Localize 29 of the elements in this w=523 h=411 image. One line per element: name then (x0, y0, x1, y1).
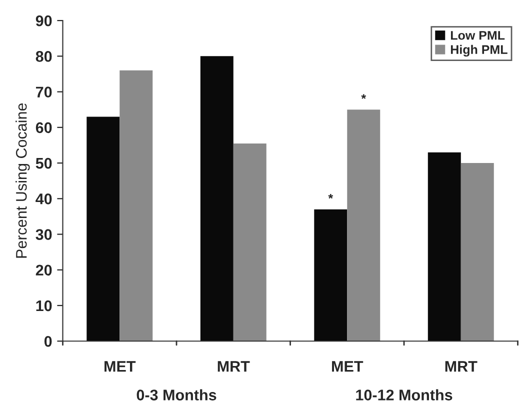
bar (200, 56, 234, 342)
y-axis-title: Percent Using Cocaine (16, 103, 30, 258)
bar (120, 70, 153, 342)
text: 10-12 Months (356, 389, 452, 400)
x-tick-label: MET (332, 361, 364, 372)
y-tick-label: 50 (36, 158, 52, 169)
x-tick-label: MET (104, 361, 136, 372)
legend-label: Low PML (450, 31, 505, 40)
bar (233, 143, 266, 342)
y-tick-label: 40 (36, 194, 52, 204)
bar (86, 116, 120, 342)
bar (314, 209, 348, 342)
x-tick-label: MRT (218, 361, 250, 372)
data-label: * (361, 94, 366, 99)
y-tick-label: 80 (36, 51, 52, 62)
bar (460, 163, 494, 342)
y-tick-label: 0 (44, 336, 52, 347)
y-tick-label: 70 (36, 86, 52, 98)
legend-label: High PML (450, 44, 508, 57)
bar (428, 152, 461, 342)
x-tick-label: MRT (445, 361, 478, 372)
y-tick-label: 10 (36, 300, 52, 312)
data-label: * (328, 194, 334, 199)
bar (347, 110, 380, 342)
y-tick-label: 20 (36, 264, 52, 276)
text: 0-3 Months (136, 389, 216, 400)
y-tick-label: 30 (36, 229, 52, 240)
y-tick-label: 90 (36, 15, 52, 26)
y-tick-label: 60 (36, 122, 52, 134)
